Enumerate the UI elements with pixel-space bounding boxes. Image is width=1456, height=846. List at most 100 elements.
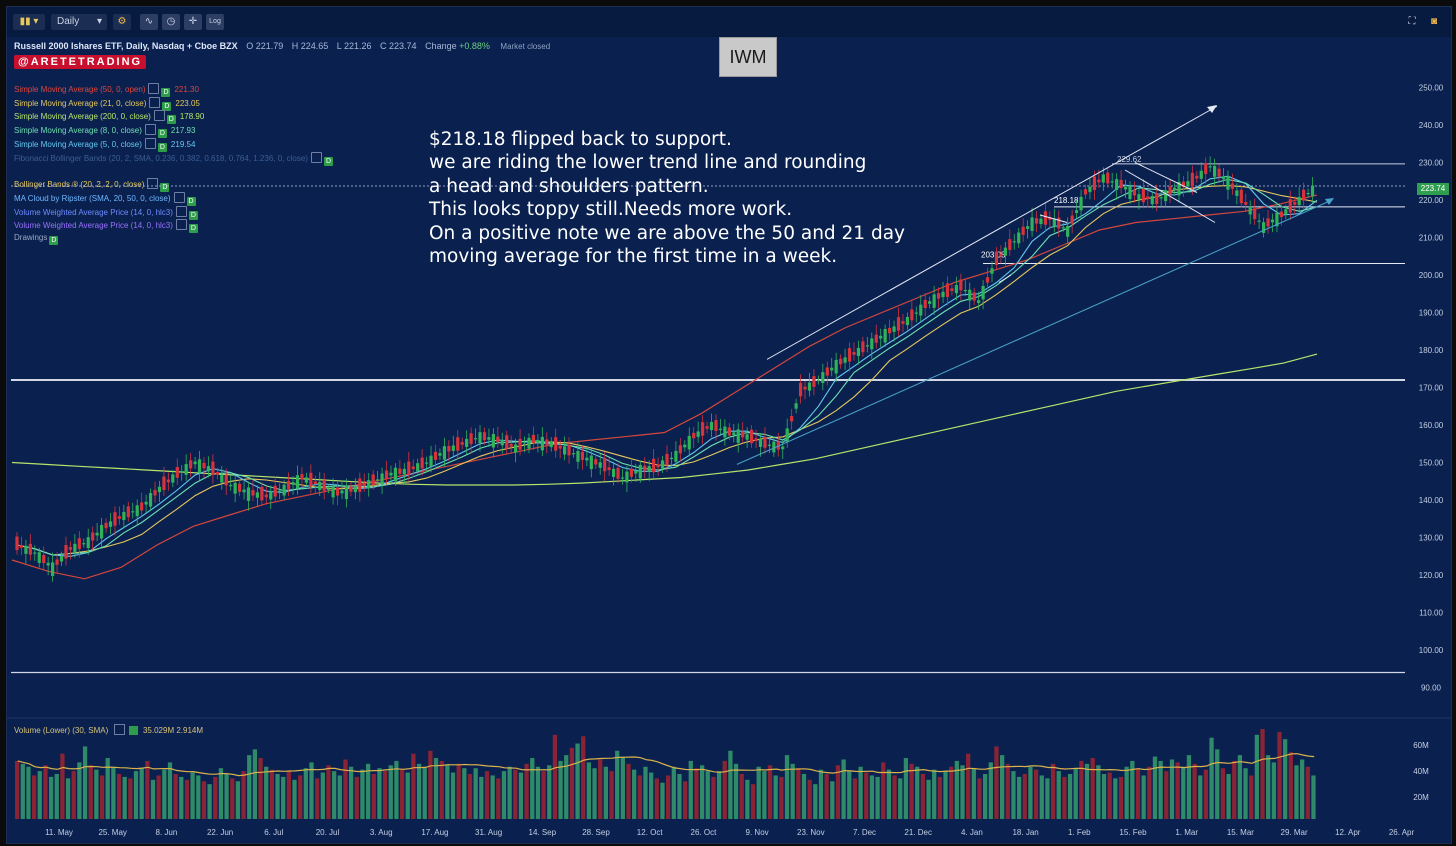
volume-bar bbox=[105, 758, 110, 819]
data-window-icon[interactable]: D bbox=[166, 115, 176, 125]
indicator-legend-item[interactable]: Simple Moving Average (21, 0, close) D 223… bbox=[14, 96, 200, 111]
indicator-settings-icon[interactable] bbox=[147, 178, 159, 190]
indicator-settings-icon[interactable] bbox=[175, 205, 187, 217]
volume-bar bbox=[875, 776, 880, 819]
candle-body bbox=[295, 475, 300, 489]
y-tick-label: 220.00 bbox=[1419, 196, 1444, 205]
candle-body bbox=[798, 382, 803, 397]
data-window-icon[interactable]: D bbox=[161, 88, 171, 97]
data-window-icon[interactable]: D bbox=[157, 129, 167, 139]
data-window-icon[interactable] bbox=[128, 726, 138, 735]
x-tick-label: 21. Dec bbox=[904, 828, 932, 837]
candle-body bbox=[108, 521, 113, 527]
indicator-legend-item[interactable]: Volume Weighted Average Price (14, 0, hl… bbox=[14, 205, 198, 220]
data-window-icon[interactable]: D bbox=[162, 101, 172, 111]
volume-bar bbox=[728, 750, 733, 819]
indicators-button[interactable]: ∿ bbox=[140, 14, 158, 30]
indicator-legend-item[interactable]: Drawings D bbox=[14, 233, 59, 245]
open-value: O 221.79 bbox=[246, 41, 284, 51]
candle-body bbox=[202, 462, 206, 469]
indicator-settings-icon[interactable] bbox=[173, 191, 185, 203]
price-chart[interactable]: 250.00 240.00 230.00 220.00 210.00 200.00 190.… bbox=[7, 7, 1451, 843]
data-window-icon[interactable]: D bbox=[157, 142, 167, 152]
x-tick-label: 12. Apr bbox=[1335, 828, 1361, 837]
candle-body bbox=[157, 486, 162, 493]
volume-bar bbox=[275, 774, 280, 819]
indicator-settings-icon[interactable] bbox=[149, 96, 161, 108]
candle-body bbox=[687, 435, 691, 450]
volume-bar bbox=[637, 775, 642, 819]
chart-window: ▮▮ ▾ Daily ▾ ⚙ ∿ ◷ ✛ Log ⛶ ◙ Russell 2000… bbox=[6, 6, 1452, 844]
candle-body bbox=[1083, 189, 1088, 195]
data-window-icon[interactable]: D bbox=[186, 196, 196, 206]
volume-bar bbox=[1056, 771, 1061, 819]
candle-body bbox=[923, 299, 927, 309]
volume-bar bbox=[807, 779, 812, 819]
volume-bar bbox=[1101, 774, 1107, 819]
fullscreen-icon: ⛶ bbox=[1408, 16, 1416, 27]
indicator-settings-icon[interactable] bbox=[144, 124, 156, 136]
data-window-icon[interactable]: D bbox=[49, 236, 59, 245]
close-value: C 223.74 bbox=[380, 41, 417, 51]
candle-body bbox=[852, 352, 856, 355]
candle-body bbox=[33, 552, 37, 554]
volume-bar bbox=[394, 760, 399, 819]
volume-bar bbox=[937, 776, 942, 819]
snapshot-button[interactable]: ◙ bbox=[1425, 14, 1443, 30]
candle-body bbox=[24, 545, 28, 554]
indicator-settings-icon[interactable] bbox=[175, 219, 187, 231]
data-window-icon[interactable]: D bbox=[188, 210, 198, 220]
fullscreen-button[interactable]: ⛶ bbox=[1403, 14, 1421, 30]
candle-body bbox=[1164, 190, 1168, 202]
volume-bar bbox=[1215, 749, 1220, 819]
volume-bar bbox=[818, 769, 824, 819]
x-tick-label: 11. May bbox=[45, 828, 73, 837]
volume-bar bbox=[598, 759, 603, 819]
chart-type-button[interactable]: ▮▮ ▾ bbox=[13, 14, 45, 30]
candle-body bbox=[660, 460, 665, 469]
indicator-settings-icon[interactable] bbox=[153, 110, 165, 122]
data-window-icon[interactable]: D bbox=[160, 183, 170, 193]
indicator-settings-icon[interactable] bbox=[310, 151, 322, 163]
indicator-legend-item[interactable]: Simple Moving Average (200, 0, close) D 17… bbox=[14, 110, 205, 125]
candle-body bbox=[514, 444, 518, 453]
indicator-settings-icon[interactable] bbox=[148, 83, 160, 94]
volume-bar bbox=[609, 771, 614, 819]
interval-select[interactable]: Daily ▾ bbox=[51, 14, 107, 30]
indicator-legend-item[interactable]: Simple Moving Average (8, 0, close) D 217.… bbox=[14, 124, 195, 139]
indicator-legend-item[interactable]: Bollinger Bands ® (20, 2, 2, 0, close) D bbox=[14, 178, 170, 193]
indicator-legend-item[interactable]: MA Cloud by Ripster (SMA, 20, 50, 0, clo… bbox=[14, 191, 196, 206]
indicator-settings-icon[interactable] bbox=[144, 137, 156, 149]
data-window-icon[interactable]: D bbox=[323, 156, 333, 166]
volume-header: Volume (Lower) (30, SMA) 35.029M 2.914M bbox=[14, 724, 203, 735]
volume-bar bbox=[490, 775, 495, 819]
candle-body bbox=[959, 279, 963, 291]
candle-body bbox=[1146, 196, 1150, 200]
candle-body bbox=[527, 437, 531, 449]
level-label: 203.08 bbox=[981, 250, 1006, 259]
candle-body bbox=[1230, 183, 1235, 189]
volume-bar bbox=[745, 779, 750, 819]
x-tick-label: 6. Jul bbox=[264, 828, 283, 837]
volume-bar bbox=[179, 776, 184, 819]
compare-button[interactable]: ✛ bbox=[184, 14, 202, 30]
lower-trendline bbox=[736, 199, 1333, 465]
volume-bar bbox=[48, 776, 54, 819]
data-window-icon[interactable]: D bbox=[188, 224, 198, 234]
candle-body bbox=[278, 490, 282, 492]
settings-button[interactable]: ⚙ bbox=[113, 14, 131, 30]
log-button[interactable]: Log bbox=[206, 14, 224, 30]
indicator-legend-item[interactable]: Simple Moving Average (50, 0, open) D 221.… bbox=[14, 83, 199, 97]
indicator-legend-item[interactable]: Volume Weighted Average Price (14, 0, hl… bbox=[14, 219, 198, 234]
indicator-legend-item[interactable]: Simple Moving Average (5, 0, close) D 219.… bbox=[14, 137, 195, 152]
volume-bar bbox=[1164, 771, 1169, 819]
candle-body bbox=[335, 487, 340, 496]
candle-body bbox=[1310, 185, 1315, 197]
indicator-value: 178.90 bbox=[179, 112, 205, 122]
candle-body bbox=[433, 451, 438, 460]
replay-button[interactable]: ◷ bbox=[162, 14, 180, 30]
settings-icon[interactable] bbox=[113, 724, 125, 735]
indicator-legend-item[interactable]: Fibonacci Bollinger Bands (20, 2, SMA, 0… bbox=[14, 151, 333, 166]
indicator-label: Simple Moving Average (8, 0, close) bbox=[14, 126, 142, 136]
volume-bar bbox=[1220, 768, 1226, 819]
